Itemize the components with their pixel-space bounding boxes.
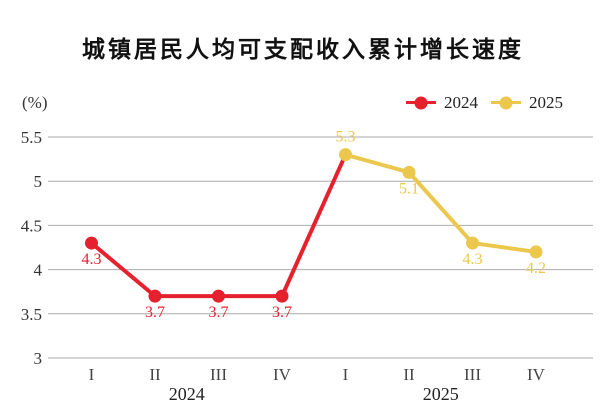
x-tick-label: II <box>403 365 415 384</box>
legend-dot-2025 <box>499 96 513 109</box>
data-point-2025 <box>529 245 543 259</box>
data-label-2024: 3.7 <box>145 304 165 321</box>
data-label-2025: 5.1 <box>399 180 419 197</box>
data-label-2025: 4.3 <box>463 251 483 268</box>
x-tick-label: I <box>89 365 95 384</box>
legend-item-2024: 2024 <box>406 94 478 111</box>
data-point-2025 <box>466 236 479 250</box>
y-tick-label: 3.5 <box>21 305 42 324</box>
x-tick-label: IV <box>527 365 546 384</box>
series-line-2025 <box>343 152 538 254</box>
y-tick-label: 4 <box>34 261 43 280</box>
x-tick-label: III <box>210 365 227 384</box>
data-point-2024 <box>148 289 162 303</box>
legend-item-2025: 2025 <box>491 94 563 111</box>
x-tick-label: I <box>343 365 349 384</box>
legend-label-2024: 2024 <box>444 93 478 112</box>
legend-line-sample-2024 <box>406 96 436 109</box>
legend: 2024 2025 <box>406 94 563 111</box>
y-tick-label: 5 <box>34 172 43 191</box>
x-group-label: 2025 <box>423 384 459 404</box>
data-point-2024 <box>275 289 289 303</box>
x-group-label: 2024 <box>169 384 205 404</box>
legend-dot-2024 <box>414 96 428 109</box>
chart-title: 城镇居民人均可支配收入累计增长速度 <box>82 36 524 62</box>
y-tick-label: 4.5 <box>21 216 42 235</box>
data-point-2024 <box>85 236 98 250</box>
x-tick-label: IV <box>273 365 292 384</box>
x-tick-label: III <box>464 365 481 384</box>
data-point-2024 <box>212 289 225 303</box>
data-label-2025: 5.3 <box>336 129 356 146</box>
data-label-2024: 3.7 <box>272 304 292 321</box>
y-tick-label: 3 <box>34 349 43 368</box>
data-label-2024: 3.7 <box>209 304 229 321</box>
legend-label-2025: 2025 <box>529 93 563 112</box>
data-point-2025 <box>402 165 416 179</box>
data-label-2025: 4.2 <box>526 260 546 277</box>
data-point-2025 <box>339 148 352 162</box>
y-axis-unit-label: (%) <box>22 93 48 112</box>
data-label-2024: 4.3 <box>82 251 102 268</box>
y-tick-label: 5.5 <box>21 128 42 147</box>
legend-line-sample-2025 <box>491 96 521 109</box>
x-tick-label: II <box>149 365 161 384</box>
